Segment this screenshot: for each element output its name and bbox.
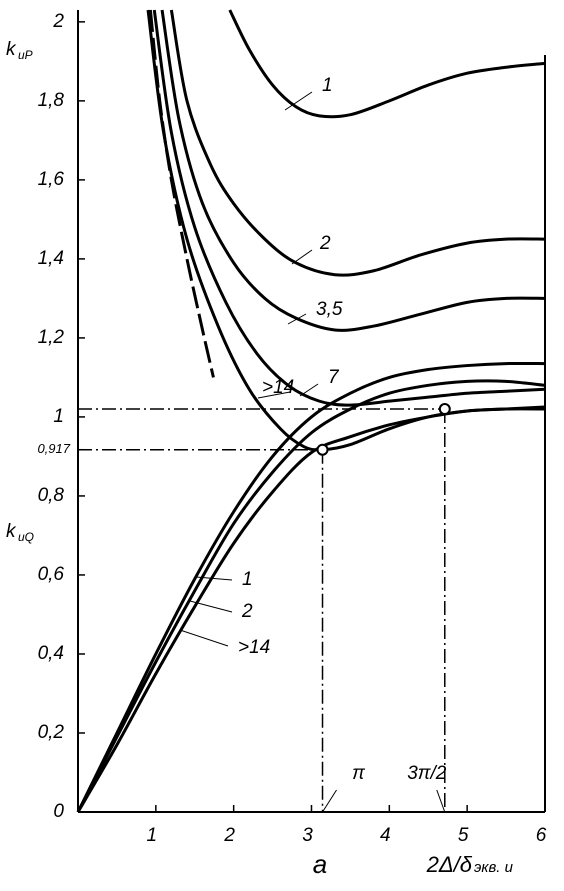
y-tick-label: 0 bbox=[53, 801, 64, 822]
curve bbox=[152, 9, 546, 407]
series-label: 3,5 bbox=[316, 299, 343, 320]
y-tick-label: 1,2 bbox=[38, 327, 65, 348]
y-tick-label: 0,6 bbox=[38, 564, 65, 585]
x-tick-label: 3 bbox=[302, 825, 313, 846]
curve bbox=[169, 9, 546, 277]
y-tick-label: 0,8 bbox=[38, 485, 65, 506]
y-tick-label: 1,4 bbox=[38, 248, 64, 269]
x-label: a bbox=[313, 849, 327, 879]
y-tick-label: 0,2 bbox=[38, 722, 65, 743]
series-label: >14 bbox=[262, 377, 294, 398]
point bbox=[438, 403, 451, 416]
point bbox=[316, 443, 329, 456]
y-label-p: k bbox=[6, 39, 17, 60]
series-label: 2 bbox=[319, 233, 331, 254]
x-tick-label: 6 bbox=[536, 825, 547, 846]
series-label: 1 bbox=[322, 75, 333, 96]
series-label: 2 bbox=[241, 601, 253, 622]
curve bbox=[76, 361, 546, 813]
leader bbox=[291, 249, 313, 265]
leader bbox=[299, 383, 319, 397]
curve bbox=[228, 9, 546, 119]
curve bbox=[76, 379, 546, 813]
curve bbox=[160, 9, 546, 332]
leader bbox=[179, 629, 229, 647]
series-label: 1 bbox=[242, 569, 253, 590]
curve bbox=[146, 9, 546, 452]
y-tick-label: 1,6 bbox=[38, 169, 65, 190]
curve bbox=[148, 9, 215, 378]
series-label: 7 bbox=[328, 367, 340, 388]
y-label-q-sub: иQ bbox=[18, 530, 34, 544]
y-tick-label: 1,8 bbox=[38, 90, 65, 111]
x-tick-label: 5 bbox=[458, 825, 469, 846]
leader bbox=[257, 391, 291, 399]
x-label-2: 2Δ/δ bbox=[426, 852, 473, 877]
x-tick-label: 2 bbox=[223, 825, 235, 846]
y-tick-label: 0,4 bbox=[38, 643, 64, 664]
curve bbox=[76, 405, 546, 813]
leader bbox=[322, 789, 337, 813]
y-label-q: k bbox=[6, 521, 17, 542]
leader bbox=[436, 789, 446, 813]
y-tick-label: 1 bbox=[53, 406, 64, 427]
series-label: >14 bbox=[238, 637, 270, 658]
y-tick-label: 2 bbox=[52, 11, 64, 32]
y-label-p-sub: иP bbox=[18, 48, 33, 62]
x-tick-label: 4 bbox=[380, 825, 391, 846]
x-label-2-sub: экв. и bbox=[474, 859, 514, 876]
annotation: π bbox=[352, 763, 366, 784]
y-tick-label: 0,917 bbox=[37, 441, 70, 456]
annotation: 3π/2 bbox=[407, 763, 447, 784]
leader bbox=[287, 313, 307, 325]
x-tick-label: 1 bbox=[147, 825, 158, 846]
leader bbox=[284, 91, 313, 111]
